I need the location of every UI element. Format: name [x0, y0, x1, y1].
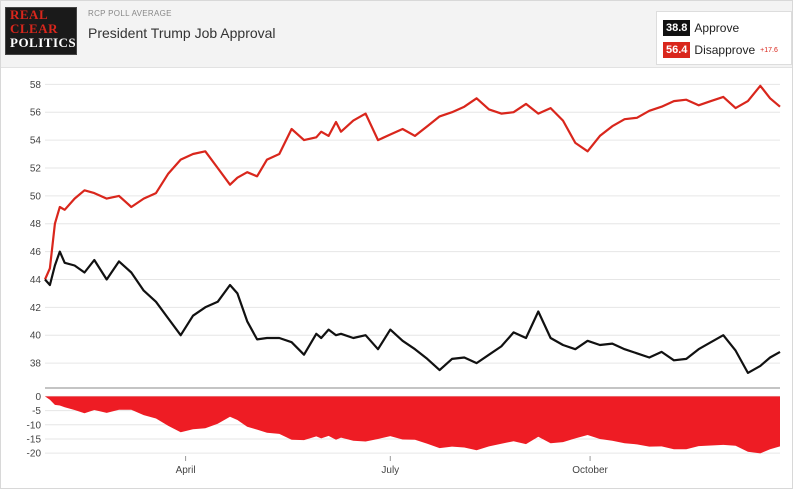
logo-line-1: REAL	[10, 7, 49, 22]
y-tick-label: 38	[30, 359, 42, 370]
chart-title: President Trump Job Approval	[88, 25, 276, 41]
legend-approve-label: Approve	[694, 21, 740, 35]
legend-approve-value: 38.8	[663, 20, 691, 36]
x-tick-label: October	[572, 465, 608, 476]
legend-disapprove-label: Disapprove	[694, 43, 756, 57]
rcp-logo: REAL CLEAR POLITICS	[5, 7, 77, 55]
spread-area	[45, 396, 780, 454]
y-tick-label: 56	[30, 108, 42, 119]
spread-series	[45, 396, 780, 454]
legend-spread-value: +17.6	[760, 46, 778, 54]
spread-y-tick-label: 0	[35, 392, 41, 403]
spread-y-tick-label: -20	[27, 449, 42, 460]
y-tick-label: 52	[30, 163, 42, 174]
main-series	[43, 84, 781, 374]
y-tick-label: 58	[30, 80, 42, 91]
logo-line-2: CLEAR	[10, 21, 59, 36]
x-tick-label: April	[176, 465, 196, 476]
spread-y-tick-label: -5	[32, 406, 41, 417]
spread-y-tick-label: -10	[27, 420, 42, 431]
legend: 38.8 Approve 56.4 Disapprove +17.6	[656, 11, 792, 65]
y-tick-label: 46	[30, 247, 42, 258]
legend-item-disapprove[interactable]: 56.4 Disapprove +17.6	[663, 42, 778, 58]
legend-disapprove-value: 56.4	[663, 42, 691, 58]
x-tick-label: July	[381, 465, 399, 476]
poll-average-kicker: RCP POLL AVERAGE	[88, 9, 172, 18]
y-tick-label: 44	[30, 275, 42, 286]
y-tick-label: 48	[30, 219, 42, 230]
main-grid	[45, 83, 780, 364]
spread-y-tick-label: -15	[27, 434, 42, 445]
y-tick-label: 40	[30, 331, 42, 342]
y-tick-label: 50	[30, 191, 42, 202]
series-line-disapprove	[43, 84, 781, 280]
y-tick-label: 42	[30, 303, 42, 314]
legend-item-approve[interactable]: 38.8 Approve	[663, 20, 739, 36]
x-axis: April July October	[176, 456, 609, 476]
main-y-axis: 38 40 42 44 46 48 50 52 54 56 58	[30, 80, 42, 370]
series-line-approve	[44, 250, 781, 374]
y-tick-label: 54	[30, 136, 42, 147]
spread-y-axis: 0 -5 -10 -15 -20	[27, 392, 42, 460]
chart-header: REAL CLEAR POLITICS RCP POLL AVERAGE Pre…	[1, 1, 792, 68]
logo-line-3: POLITICS	[10, 35, 77, 50]
